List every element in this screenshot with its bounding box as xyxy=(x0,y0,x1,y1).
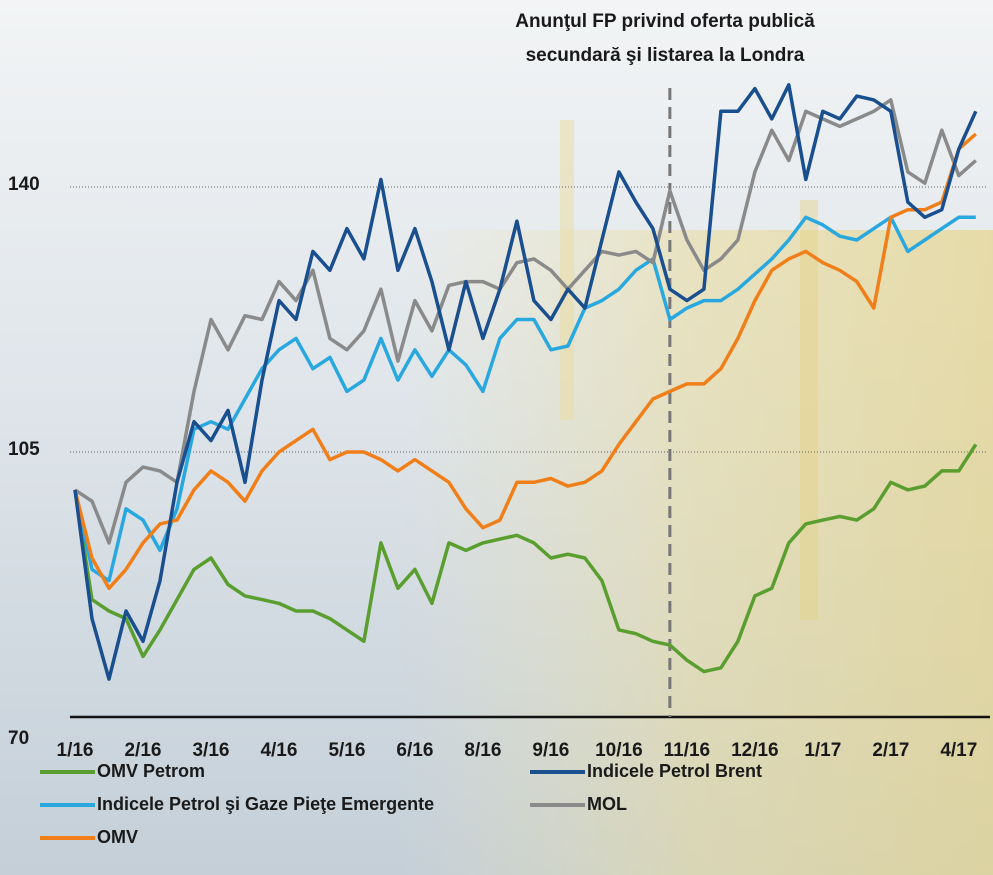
x-tick-label: 2/16 xyxy=(124,740,161,761)
x-tick-label: 1/16 xyxy=(57,740,94,761)
x-tick-label: 4/16 xyxy=(260,740,297,761)
x-tick-label: 3/16 xyxy=(192,740,229,761)
x-tick-label: 10/16 xyxy=(595,740,643,761)
line-series xyxy=(73,132,977,591)
legend-label: OMV xyxy=(97,827,138,847)
y-tick-label: 105 xyxy=(8,439,40,460)
annotation-line-2: secundară şi listarea la Londra xyxy=(526,45,805,66)
background-tower xyxy=(800,200,818,620)
x-tick-label: 4/17 xyxy=(940,740,977,761)
x-tick-label: 2/17 xyxy=(872,740,909,761)
x-tick-label: 11/16 xyxy=(664,740,711,761)
x-tick-label: 12/16 xyxy=(731,740,779,761)
x-tick-label: 9/16 xyxy=(532,740,569,761)
legend-label: Indicele Petrol Brent xyxy=(587,761,762,781)
legend-label: MOL xyxy=(587,794,627,814)
line-series xyxy=(73,443,978,674)
y-tick-label: 140 xyxy=(8,174,40,195)
legend-label: Indicele Petrol şi Gaze Pieţe Emergente xyxy=(97,794,434,814)
x-tick-label: 1/17 xyxy=(804,740,841,761)
y-tick-label: 70 xyxy=(8,728,29,749)
x-tick-label: 5/16 xyxy=(328,740,365,761)
line-series xyxy=(73,83,978,681)
legend-label: OMV Petrom xyxy=(97,761,205,781)
annotation-line-1: Anunţul FP privind oferta publică xyxy=(515,11,815,32)
x-tick-label: 8/16 xyxy=(464,740,501,761)
x-tick-label: 6/16 xyxy=(396,740,433,761)
background-tower xyxy=(560,120,574,420)
line-series xyxy=(73,215,976,583)
